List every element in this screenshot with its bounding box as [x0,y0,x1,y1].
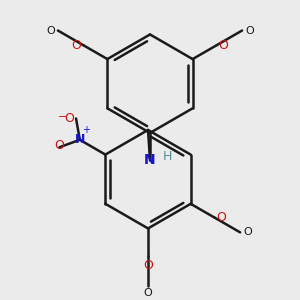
Text: +: + [82,125,90,135]
Text: O: O [218,39,228,52]
Text: −: − [58,112,67,122]
Text: O: O [72,39,82,52]
Text: N: N [144,154,156,167]
Text: O: O [64,112,74,125]
Text: N: N [75,133,85,146]
Text: O: O [243,227,252,237]
Text: O: O [46,26,55,35]
Text: H: H [163,150,172,163]
Text: O: O [55,139,64,152]
Text: O: O [245,26,254,35]
Text: O: O [144,289,152,298]
Text: O: O [217,211,226,224]
Text: O: O [143,259,153,272]
